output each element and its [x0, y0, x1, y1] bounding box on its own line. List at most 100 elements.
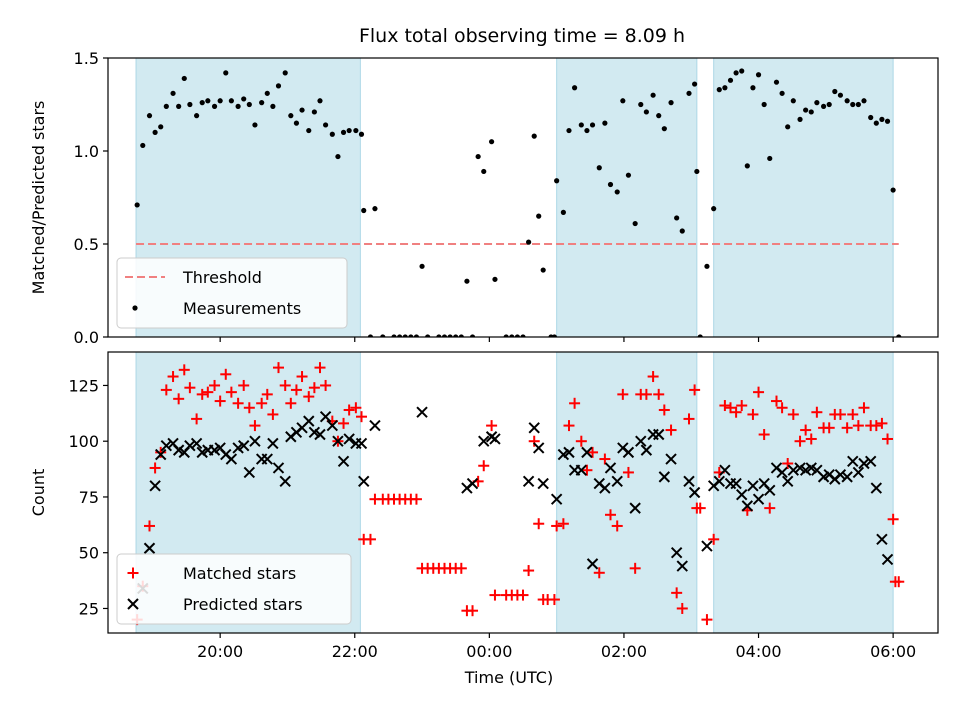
data-point [787, 408, 799, 420]
x-tick-label: 02:00 [601, 642, 647, 661]
data-point [622, 446, 635, 459]
data-point [569, 397, 581, 409]
data-point [261, 388, 273, 400]
x-b [764, 484, 776, 496]
data-point [617, 388, 629, 400]
x-b [611, 475, 623, 488]
data-point [223, 70, 229, 76]
data-point [837, 92, 844, 98]
x-b [279, 475, 291, 488]
x-b [563, 446, 575, 459]
data-point [620, 98, 626, 104]
data-point [220, 368, 232, 380]
x-b [688, 486, 701, 499]
x-b [155, 448, 167, 461]
data-point [852, 420, 864, 432]
data-point [730, 406, 742, 418]
data-point [704, 263, 710, 269]
data-point [469, 334, 476, 337]
series-measurements [134, 68, 902, 337]
data-point [725, 402, 736, 414]
data-point [458, 334, 464, 337]
data-point [614, 189, 620, 195]
data-point [523, 565, 535, 577]
data-point [758, 429, 770, 441]
x-b [581, 446, 593, 459]
x-b [658, 471, 671, 483]
data-point [408, 334, 414, 337]
data-point [149, 462, 161, 474]
x-b [319, 410, 332, 423]
data-point [850, 101, 856, 108]
data-point [314, 362, 326, 374]
x-b [214, 442, 226, 454]
data-point [697, 334, 703, 337]
data-point [602, 120, 608, 126]
data-point [290, 384, 302, 396]
y-tick-label: 1.0 [74, 142, 99, 161]
data-point [776, 466, 788, 479]
data-point [241, 96, 247, 102]
data-point [259, 100, 265, 106]
data-point [285, 397, 297, 409]
data-point [773, 79, 780, 85]
data-point [560, 209, 566, 215]
data-point [820, 103, 827, 109]
data-point [486, 420, 498, 432]
x-tick-label: 04:00 [735, 642, 781, 661]
data-point [550, 493, 563, 505]
data-point [167, 371, 179, 383]
data-point [155, 448, 167, 461]
data-point [575, 435, 587, 447]
data-point [587, 446, 599, 458]
data-point [353, 127, 359, 134]
data-point [896, 334, 902, 337]
data-point [413, 334, 420, 337]
data-point [635, 435, 647, 447]
x-b [550, 493, 563, 505]
x-b [238, 439, 250, 452]
legend-marker [132, 305, 138, 311]
data-point [744, 163, 750, 169]
data-point [194, 113, 200, 119]
data-point [537, 477, 549, 490]
data-point [467, 605, 479, 617]
x-b [355, 437, 368, 450]
data-point [861, 98, 867, 104]
data-point [604, 509, 616, 521]
data-point [252, 122, 258, 128]
data-point [683, 413, 695, 425]
x-b [683, 475, 695, 488]
data-point [752, 493, 765, 505]
data-point [522, 475, 535, 488]
data-point [358, 131, 365, 137]
data-point [243, 402, 255, 414]
y-tick-label: 0.5 [74, 235, 99, 254]
data-point [571, 85, 578, 91]
data-point [611, 475, 623, 488]
data-point [503, 334, 509, 337]
data-point [205, 98, 211, 104]
data-point [478, 435, 490, 447]
series-predicted-stars [137, 406, 894, 595]
data-point [322, 122, 329, 128]
y-tick-label: 100 [68, 432, 99, 451]
data-point [668, 100, 674, 106]
data-point [532, 442, 545, 454]
data-point [683, 475, 695, 488]
x-b [358, 475, 370, 488]
data-point [881, 553, 894, 566]
data-point [340, 129, 347, 135]
data-point [364, 533, 376, 545]
axes-frame [107, 57, 939, 338]
data-point [306, 127, 312, 134]
legend: Matched stars Predicted stars [116, 553, 352, 625]
data-point [551, 334, 558, 337]
x-b [478, 435, 490, 447]
data-point [436, 334, 442, 337]
data-point [764, 484, 776, 496]
data-point [225, 453, 238, 465]
data-point [647, 371, 659, 383]
x-tick-label: 22:00 [332, 642, 378, 661]
x-b [653, 428, 665, 441]
